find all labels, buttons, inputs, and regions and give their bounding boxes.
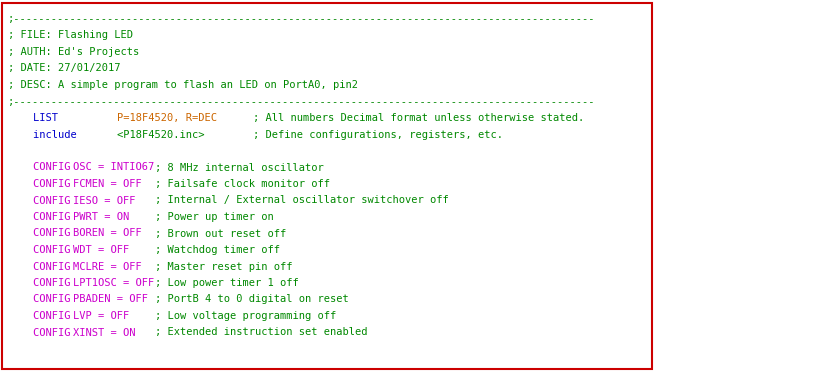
Text: CONFIG: CONFIG — [8, 311, 83, 321]
Text: LIST: LIST — [8, 113, 133, 123]
Text: PWRT = ON: PWRT = ON — [74, 212, 167, 222]
Text: CONFIG: CONFIG — [8, 295, 83, 305]
Text: FCMEN = OFF: FCMEN = OFF — [74, 179, 167, 189]
Text: ; 8 MHz internal oscillator: ; 8 MHz internal oscillator — [155, 162, 324, 173]
Text: ; AUTH: Ed's Projects: ; AUTH: Ed's Projects — [8, 47, 139, 57]
Text: CONFIG: CONFIG — [8, 162, 83, 173]
Text: PBADEN = OFF: PBADEN = OFF — [74, 295, 167, 305]
Text: ;-------------------------------------------------------------------------------: ;---------------------------------------… — [8, 14, 596, 24]
Text: <P18F4520.inc>: <P18F4520.inc> — [117, 129, 273, 139]
Text: ; Brown out reset off: ; Brown out reset off — [155, 229, 286, 239]
Text: WDT = OFF: WDT = OFF — [74, 245, 167, 255]
Text: ; Define configurations, registers, etc.: ; Define configurations, registers, etc. — [254, 129, 503, 139]
Text: MCLRE = OFF: MCLRE = OFF — [74, 262, 167, 272]
Text: ; PortB 4 to 0 digital on reset: ; PortB 4 to 0 digital on reset — [155, 295, 349, 305]
Text: LPT1OSC = OFF: LPT1OSC = OFF — [74, 278, 167, 288]
Text: ; Power up timer on: ; Power up timer on — [155, 212, 274, 222]
Text: ; DATE: 27/01/2017: ; DATE: 27/01/2017 — [8, 63, 120, 73]
Text: CONFIG: CONFIG — [8, 262, 83, 272]
Bar — [2, 3, 652, 369]
Text: CONFIG: CONFIG — [8, 278, 83, 288]
Text: include: include — [8, 129, 133, 139]
Text: ; All numbers Decimal format unless otherwise stated.: ; All numbers Decimal format unless othe… — [254, 113, 585, 123]
Text: ; DESC: A simple program to flash an LED on PortA0, pin2: ; DESC: A simple program to flash an LED… — [8, 80, 358, 90]
Text: XINST = ON: XINST = ON — [74, 328, 167, 338]
Text: CONFIG: CONFIG — [8, 196, 83, 206]
Text: CONFIG: CONFIG — [8, 328, 83, 338]
Text: ; Extended instruction set enabled: ; Extended instruction set enabled — [155, 328, 367, 338]
Text: CONFIG: CONFIG — [8, 245, 83, 255]
Text: IESO = OFF: IESO = OFF — [74, 196, 167, 206]
Text: ; FILE: Flashing LED: ; FILE: Flashing LED — [8, 30, 133, 40]
Text: ; Internal / External oscillator switchover off: ; Internal / External oscillator switcho… — [155, 196, 449, 206]
Text: BOREN = OFF: BOREN = OFF — [74, 229, 167, 239]
Text: CONFIG: CONFIG — [8, 212, 83, 222]
Text: CONFIG: CONFIG — [8, 229, 83, 239]
Text: P=18F4520, R=DEC: P=18F4520, R=DEC — [117, 113, 273, 123]
Text: ;-------------------------------------------------------------------------------: ;---------------------------------------… — [8, 96, 596, 106]
Text: ; Master reset pin off: ; Master reset pin off — [155, 262, 293, 272]
Text: LVP = OFF: LVP = OFF — [74, 311, 167, 321]
Text: ; Low voltage programming off: ; Low voltage programming off — [155, 311, 336, 321]
Text: ; Watchdog timer off: ; Watchdog timer off — [155, 245, 280, 255]
Text: ; Failsafe clock monitor off: ; Failsafe clock monitor off — [155, 179, 330, 189]
Text: OSC = INTIO67: OSC = INTIO67 — [74, 162, 167, 173]
Text: ; Low power timer 1 off: ; Low power timer 1 off — [155, 278, 299, 288]
Text: CONFIG: CONFIG — [8, 179, 83, 189]
